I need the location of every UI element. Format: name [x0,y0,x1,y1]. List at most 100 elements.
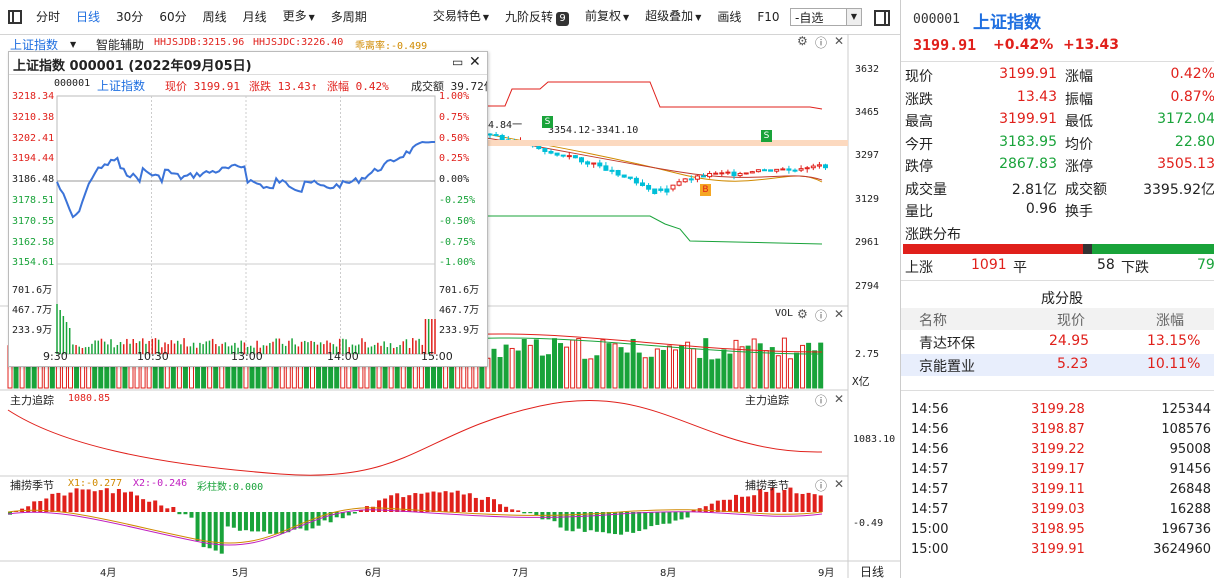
minimize-icon[interactable]: ▭ [452,55,464,69]
f10-button[interactable]: F10 [757,10,780,24]
quote-row-label: 最低 [1065,114,1093,130]
season-bar [310,512,315,529]
help-icon[interactable]: ⓘ [815,36,828,50]
season-bar [26,506,31,512]
up-bar [903,244,1083,254]
volume-bar [594,355,600,389]
season-bar [116,489,121,512]
season-bar [570,512,575,532]
multi-period-button[interactable]: 多周期 [330,10,367,24]
more-menu[interactable]: 更多 ▼ [282,9,315,23]
popup-pct: 涨幅 0.42% [327,80,389,93]
season-bar [74,488,79,512]
candle [603,165,609,171]
season-bar [534,512,539,516]
up-count: 1091 [971,257,1007,273]
season-bar [782,489,787,512]
tab-daily[interactable]: 日线 [76,10,101,24]
tab-30min[interactable]: 30分 [116,10,144,24]
component-name: 京能置业 [919,359,975,375]
close-icon[interactable]: ✕ [834,477,845,491]
list-item[interactable]: 京能置业 5.23 10.11% [901,354,1214,376]
settings-icon[interactable]: ⚙ [797,307,808,321]
candle [572,155,578,159]
sell-signal-icon[interactable]: S [542,116,553,128]
season-bar [516,510,521,512]
trade-features-menu[interactable]: 交易特色 ▼ [432,9,489,23]
list-item[interactable]: 青达环保 24.95 13.15% [901,331,1214,353]
tab-weekly[interactable]: 周线 [202,10,227,24]
quote-row-value: 3199.91 [999,111,1057,127]
components-header: 名称 现价 涨幅 [901,308,1214,330]
close-icon[interactable]: ✕ [834,392,845,406]
quote-row-value: 13.43 [1016,88,1057,105]
price-axis-label: 3632 [855,64,880,75]
popup-vol-axis-label: 467.7万 [439,305,480,316]
help-icon[interactable]: ⓘ [815,309,828,323]
season-bar [98,490,103,512]
volume-bar [733,339,739,389]
season-bar [32,501,37,512]
close-icon[interactable]: ✕ [469,54,481,70]
volume-axis-value: 2.75 [855,349,880,360]
buy-signal-icon[interactable]: B [700,184,711,196]
season-bar [225,512,230,527]
candle [737,172,743,177]
quote-row-value: 0.96 [1025,201,1057,217]
close-icon[interactable]: ✕ [834,34,845,48]
quote-row-value: 0.42% [1170,66,1214,82]
quote-row-label: 振幅 [1065,91,1093,108]
help-icon[interactable]: ⓘ [815,394,828,408]
popup-time-label: 14:00 [327,350,359,363]
tab-intraday[interactable]: 分时 [36,10,61,24]
tab-monthly[interactable]: 月线 [242,10,267,24]
tick-price: 3199.28 [1031,402,1085,417]
indicator-name[interactable]: 上证指数 [10,38,59,52]
nine-reversal-button[interactable]: 九阶反转 9 [497,0,577,34]
chevron-down-icon[interactable]: ▼ [846,9,861,25]
intraday-popup[interactable]: 上证指数 000001 (2022年09月05日) ▭ ✕ 000001 上证指… [8,51,488,367]
volume-bar [600,339,606,389]
chevron-down-icon[interactable]: ▼ [70,40,77,49]
watchlist-select[interactable]: -自选 ▼ [790,8,862,26]
tick-time: 14:56 [911,402,949,417]
adjust-menu[interactable]: 前复权 ▼ [585,9,630,23]
sell-signal-icon[interactable]: S [761,130,772,142]
season-bar [673,512,678,521]
settings-icon[interactable]: ⚙ [797,34,808,48]
component-price: 24.95 [1049,333,1090,349]
candle [670,184,676,190]
quote-row-label: 最高 [905,114,933,130]
period-label[interactable]: 日线 [860,565,885,579]
help-icon[interactable]: ⓘ [815,479,828,493]
draw-button[interactable]: 画线 [717,10,742,24]
tick-volume: 108576 [1161,422,1211,437]
volume-bar [660,349,666,389]
season-bar [564,512,569,531]
season-bar [86,489,91,512]
layout-toggle-icon[interactable] [8,10,22,24]
popup-pct-axis-label: 0.00% [439,174,470,186]
volume-bar [636,352,642,389]
down-count: 79 [1197,257,1214,273]
season-bar [358,510,363,512]
season-bar [56,492,61,512]
candle [621,174,627,178]
quote-row-label: 涨停 [1065,159,1093,175]
high-annotation: 4.84一 [488,120,523,131]
close-icon[interactable]: ✕ [834,307,845,321]
quote-code: 000001 [913,12,960,27]
overlay-menu[interactable]: 超级叠加 ▼ [645,9,702,23]
season-bar [758,489,763,512]
season-bar [479,499,484,512]
month-label: 4月 [100,568,117,579]
season-bar [340,512,345,519]
season-bar [298,512,303,529]
quote-row-label: 跌停 [905,159,933,175]
aux-label[interactable]: 智能辅助 [96,38,145,52]
candle [493,134,499,137]
side-panel-toggle-icon[interactable] [874,10,890,26]
season-bar [703,506,708,512]
tab-60min[interactable]: 60分 [159,10,187,24]
candle [652,188,658,194]
